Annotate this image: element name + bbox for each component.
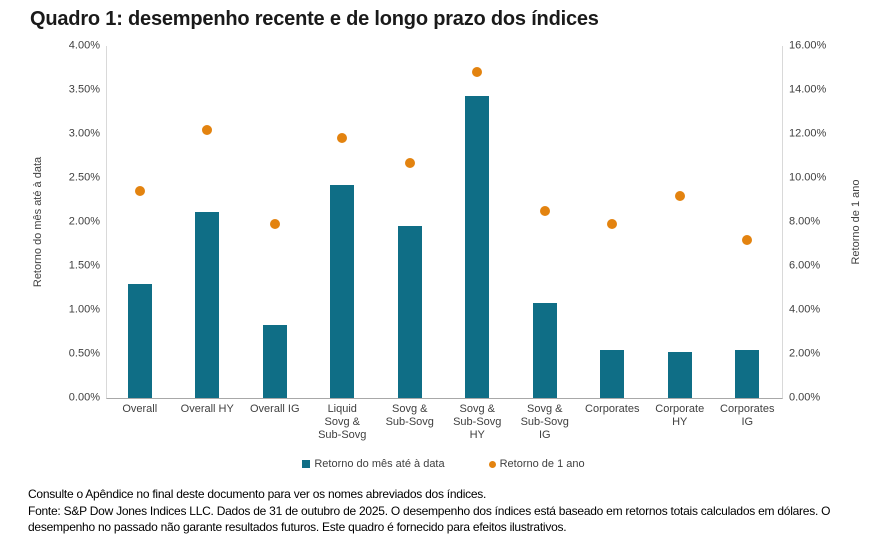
dot-Corporates bbox=[607, 219, 618, 230]
dot-Corporates IG bbox=[742, 234, 753, 245]
bar-Sovg & Sub-Sovg HY bbox=[465, 96, 490, 398]
bar-Overall bbox=[127, 284, 152, 398]
left-axis-tick-label: 3.50% bbox=[68, 83, 100, 96]
legend-item-bar: Retorno do mês até à data bbox=[302, 458, 445, 470]
bar-Overall IG bbox=[262, 324, 287, 398]
left-axis-tick-label: 2.50% bbox=[68, 171, 100, 184]
right-axis-tick-label: 4.00% bbox=[789, 303, 821, 316]
left-axis-tick-label: 0.50% bbox=[68, 347, 100, 360]
left-axis-tick-label: 1.50% bbox=[68, 259, 100, 272]
bar-Corporates IG bbox=[735, 349, 760, 398]
right-axis-tick-label: 16.00% bbox=[789, 39, 827, 52]
category-label-Liquid Sovg & Sub-Sovg: Liquid Sovg & Sub-Sovg bbox=[318, 403, 367, 441]
footer-note-source: Fonte: S&P Dow Jones Indices LLC. Dados … bbox=[28, 503, 831, 535]
right-axis-title: Retorno de 1 ano bbox=[850, 179, 862, 265]
legend-item-dot: Retorno de 1 ano bbox=[488, 458, 585, 470]
category-label-Corporates: Corporates bbox=[585, 403, 640, 415]
chart-title: Quadro 1: desempenho recente e de longo … bbox=[30, 8, 599, 30]
category-label-Sovg & Sub-Sovg HY: Sovg & Sub-Sovg HY bbox=[453, 403, 502, 441]
bar-Corporate HY bbox=[667, 352, 692, 398]
left-axis-tick-label: 0.00% bbox=[68, 391, 100, 404]
dot-Overall IG bbox=[269, 219, 280, 230]
footer-note-appendix: Consulte o Apêndice no final deste docum… bbox=[28, 487, 487, 501]
legend: Retorno do mês até à data Retorno de 1 a… bbox=[106, 458, 781, 470]
right-axis-tick-label: 6.00% bbox=[789, 259, 821, 272]
category-label-Corporate HY: Corporate HY bbox=[655, 403, 705, 428]
bar-Sovg & Sub-Sovg bbox=[397, 226, 422, 398]
dot-Sovg & Sub-Sovg HY bbox=[472, 67, 483, 78]
bar-Corporates bbox=[600, 350, 625, 398]
left-axis-tick-label: 1.00% bbox=[68, 303, 100, 316]
right-axis-tick-label: 10.00% bbox=[789, 171, 827, 184]
category-label-Sovg & Sub-Sovg IG: Sovg & Sub-Sovg IG bbox=[520, 403, 569, 441]
left-axis-tick-label: 2.00% bbox=[68, 215, 100, 228]
footer-notes: Consulte o Apêndice no final deste docum… bbox=[28, 486, 874, 536]
left-axis-tick-label: 4.00% bbox=[68, 39, 100, 52]
right-axis-tick-label: 14.00% bbox=[789, 83, 827, 96]
category-label-Corporates IG: Corporates IG bbox=[720, 403, 775, 428]
dot-Corporate HY bbox=[674, 190, 685, 201]
dot-Sovg & Sub-Sovg bbox=[404, 157, 415, 168]
category-label-Overall HY: Overall HY bbox=[180, 403, 234, 415]
dot-Liquid Sovg & Sub-Sovg bbox=[337, 133, 348, 144]
category-label-Overall IG: Overall IG bbox=[249, 403, 300, 415]
right-axis-tick-label: 12.00% bbox=[789, 127, 827, 140]
legend-bar-label: Retorno do mês até à data bbox=[314, 458, 445, 470]
right-axis-tick-label: 8.00% bbox=[789, 215, 821, 228]
bar-Liquid Sovg & Sub-Sovg bbox=[330, 185, 355, 398]
category-label-Overall: Overall bbox=[122, 403, 158, 415]
legend-dot-label: Retorno de 1 ano bbox=[499, 458, 585, 470]
category-label-Sovg & Sub-Sovg: Sovg & Sub-Sovg bbox=[385, 403, 434, 428]
dot-Sovg & Sub-Sovg IG bbox=[539, 206, 550, 216]
right-axis-tick-label: 2.00% bbox=[789, 347, 821, 360]
bar-series-swatch-icon bbox=[302, 460, 311, 468]
bar-Sovg & Sub-Sovg IG bbox=[532, 302, 557, 398]
right-axis-tick-label: 0.00% bbox=[789, 391, 821, 404]
dot-Overall HY bbox=[202, 124, 213, 135]
dot-series-swatch-icon bbox=[488, 460, 496, 468]
dot-Overall bbox=[134, 186, 145, 197]
left-axis-tick-label: 3.00% bbox=[68, 127, 100, 140]
bar-Overall HY bbox=[195, 212, 220, 398]
